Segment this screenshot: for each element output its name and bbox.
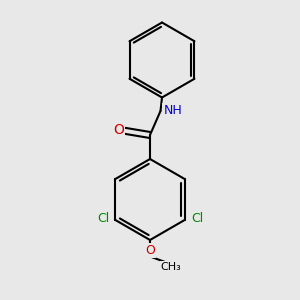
Text: Cl: Cl <box>97 212 109 225</box>
Text: CH₃: CH₃ <box>160 262 182 272</box>
Text: Cl: Cl <box>191 212 203 225</box>
Text: O: O <box>113 124 124 137</box>
Text: O: O <box>145 244 155 257</box>
Text: NH: NH <box>164 104 182 118</box>
